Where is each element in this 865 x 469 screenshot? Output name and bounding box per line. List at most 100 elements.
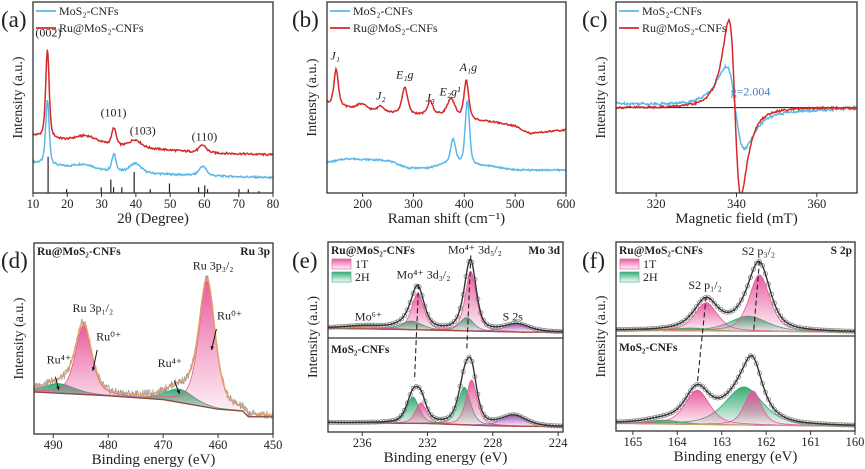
plot-area	[328, 258, 563, 335]
arrow-head	[176, 389, 180, 394]
data-point	[688, 388, 694, 394]
data-point	[679, 401, 685, 407]
x-tick-label: 460	[209, 438, 228, 452]
annotation: Ru⁰⁺	[96, 329, 121, 343]
x-tick-label: 470	[154, 438, 173, 452]
data-point	[395, 415, 401, 421]
data-point	[431, 320, 437, 326]
x-tick-label: 450	[264, 438, 283, 452]
series-line-1	[327, 66, 566, 135]
x-tick-label: 162	[757, 435, 776, 449]
data-point	[735, 374, 741, 380]
data-point	[741, 291, 747, 297]
data-point	[750, 266, 756, 272]
envelope-line	[616, 260, 855, 332]
x-tick-label: 70	[232, 197, 245, 211]
x-tick-label: 50	[164, 197, 177, 211]
panel-epr: (c) g=2.004 320 340 360 Magnetic field (mT) In…	[582, 1, 858, 227]
axes-frame	[33, 242, 274, 435]
y-axis-label: Intensity (a.u.)	[594, 56, 609, 138]
data-point	[768, 402, 774, 408]
legend-label: Ru@MoS₂-CNFs	[642, 21, 727, 35]
data-point	[744, 283, 750, 289]
data-point	[709, 297, 715, 303]
data-point	[789, 323, 795, 329]
x-tick-label: 161	[801, 435, 820, 449]
series-line-1	[33, 49, 273, 157]
data-point	[688, 312, 694, 318]
x-tick-label: 80	[267, 197, 280, 211]
x-tick-label: 400	[455, 197, 474, 211]
series-line-0	[327, 100, 566, 173]
arrow-head	[210, 346, 214, 350]
data-point	[706, 390, 712, 396]
x-axis-label: Binding energy (eV)	[384, 450, 508, 466]
envelope-line	[616, 354, 855, 426]
data-point	[401, 312, 407, 318]
data-point	[401, 407, 407, 413]
raw-data-line	[34, 275, 273, 420]
plot-area	[327, 66, 566, 173]
y-axis-label: Intensity (a.u.)	[306, 296, 321, 378]
x-tick-label: 160	[846, 435, 865, 449]
annotation: A₁g	[459, 60, 478, 74]
data-point	[780, 317, 786, 323]
data-point	[528, 418, 534, 424]
data-point	[407, 392, 413, 398]
x-tick-label: 165	[624, 435, 643, 449]
arrow-head	[56, 386, 60, 391]
data-point	[501, 414, 507, 420]
x-tick-label: 164	[668, 435, 688, 449]
y-axis-label: Intensty (a.u.)	[305, 58, 320, 136]
guide-dashed-line	[753, 260, 761, 331]
panel-letter: (a)	[1, 7, 27, 32]
data-point	[724, 391, 730, 397]
x-tick-label: 60	[198, 197, 211, 211]
panel-letter: (d)	[1, 248, 28, 273]
data-point	[774, 409, 780, 415]
annotation: Ru⁰⁺	[217, 308, 242, 322]
x-tick-label: 480	[99, 438, 118, 452]
series-line-0	[33, 99, 273, 180]
data-point	[733, 306, 739, 312]
background-line	[34, 391, 273, 418]
panel-letter: (b)	[292, 7, 319, 32]
x-tick-label: 40	[130, 197, 143, 211]
legend-label: MoS₂-CNFs	[353, 4, 413, 18]
data-point	[721, 393, 727, 399]
legend-label: Ru@MoS₂-CNFs	[59, 21, 144, 35]
data-point	[712, 300, 718, 306]
region-label: Ru 3p	[240, 246, 270, 258]
x-tick-label: 228	[483, 436, 502, 450]
data-point	[454, 314, 460, 320]
data-point	[685, 315, 691, 321]
data-point	[703, 387, 709, 393]
data-point	[741, 362, 747, 368]
axes-frame	[615, 241, 856, 432]
legend-label: 1T	[355, 257, 369, 271]
data-point	[425, 406, 431, 412]
data-point	[735, 302, 741, 308]
annotation: E₁g	[395, 67, 414, 81]
x-axis-label: Magnetic field (mT)	[675, 211, 797, 227]
legend-swatch	[619, 271, 640, 283]
data-point	[398, 316, 404, 322]
data-point	[522, 416, 528, 422]
annotation: E₂g¹	[439, 85, 462, 99]
x-tick-label: 236	[353, 436, 372, 450]
data-point	[481, 318, 487, 324]
data-point	[685, 392, 691, 398]
plot-area	[34, 275, 273, 420]
data-point	[738, 297, 744, 303]
panel-letter: (e)	[292, 248, 318, 273]
data-point	[759, 263, 765, 269]
annotation: (101)	[101, 106, 127, 120]
panel-raman: (b) J₁ J₂ E₁g J₃ E₂g¹ A₁g 200 300 400 500 600 Raman …	[292, 1, 575, 227]
data-point	[673, 407, 679, 413]
data-point	[466, 354, 472, 360]
data-point	[733, 379, 739, 385]
region-label: S 2p	[831, 245, 852, 257]
x-axis-label: Raman shift (cm⁻¹)	[388, 211, 505, 227]
data-point	[697, 299, 703, 305]
annotation: (103)	[130, 124, 156, 138]
